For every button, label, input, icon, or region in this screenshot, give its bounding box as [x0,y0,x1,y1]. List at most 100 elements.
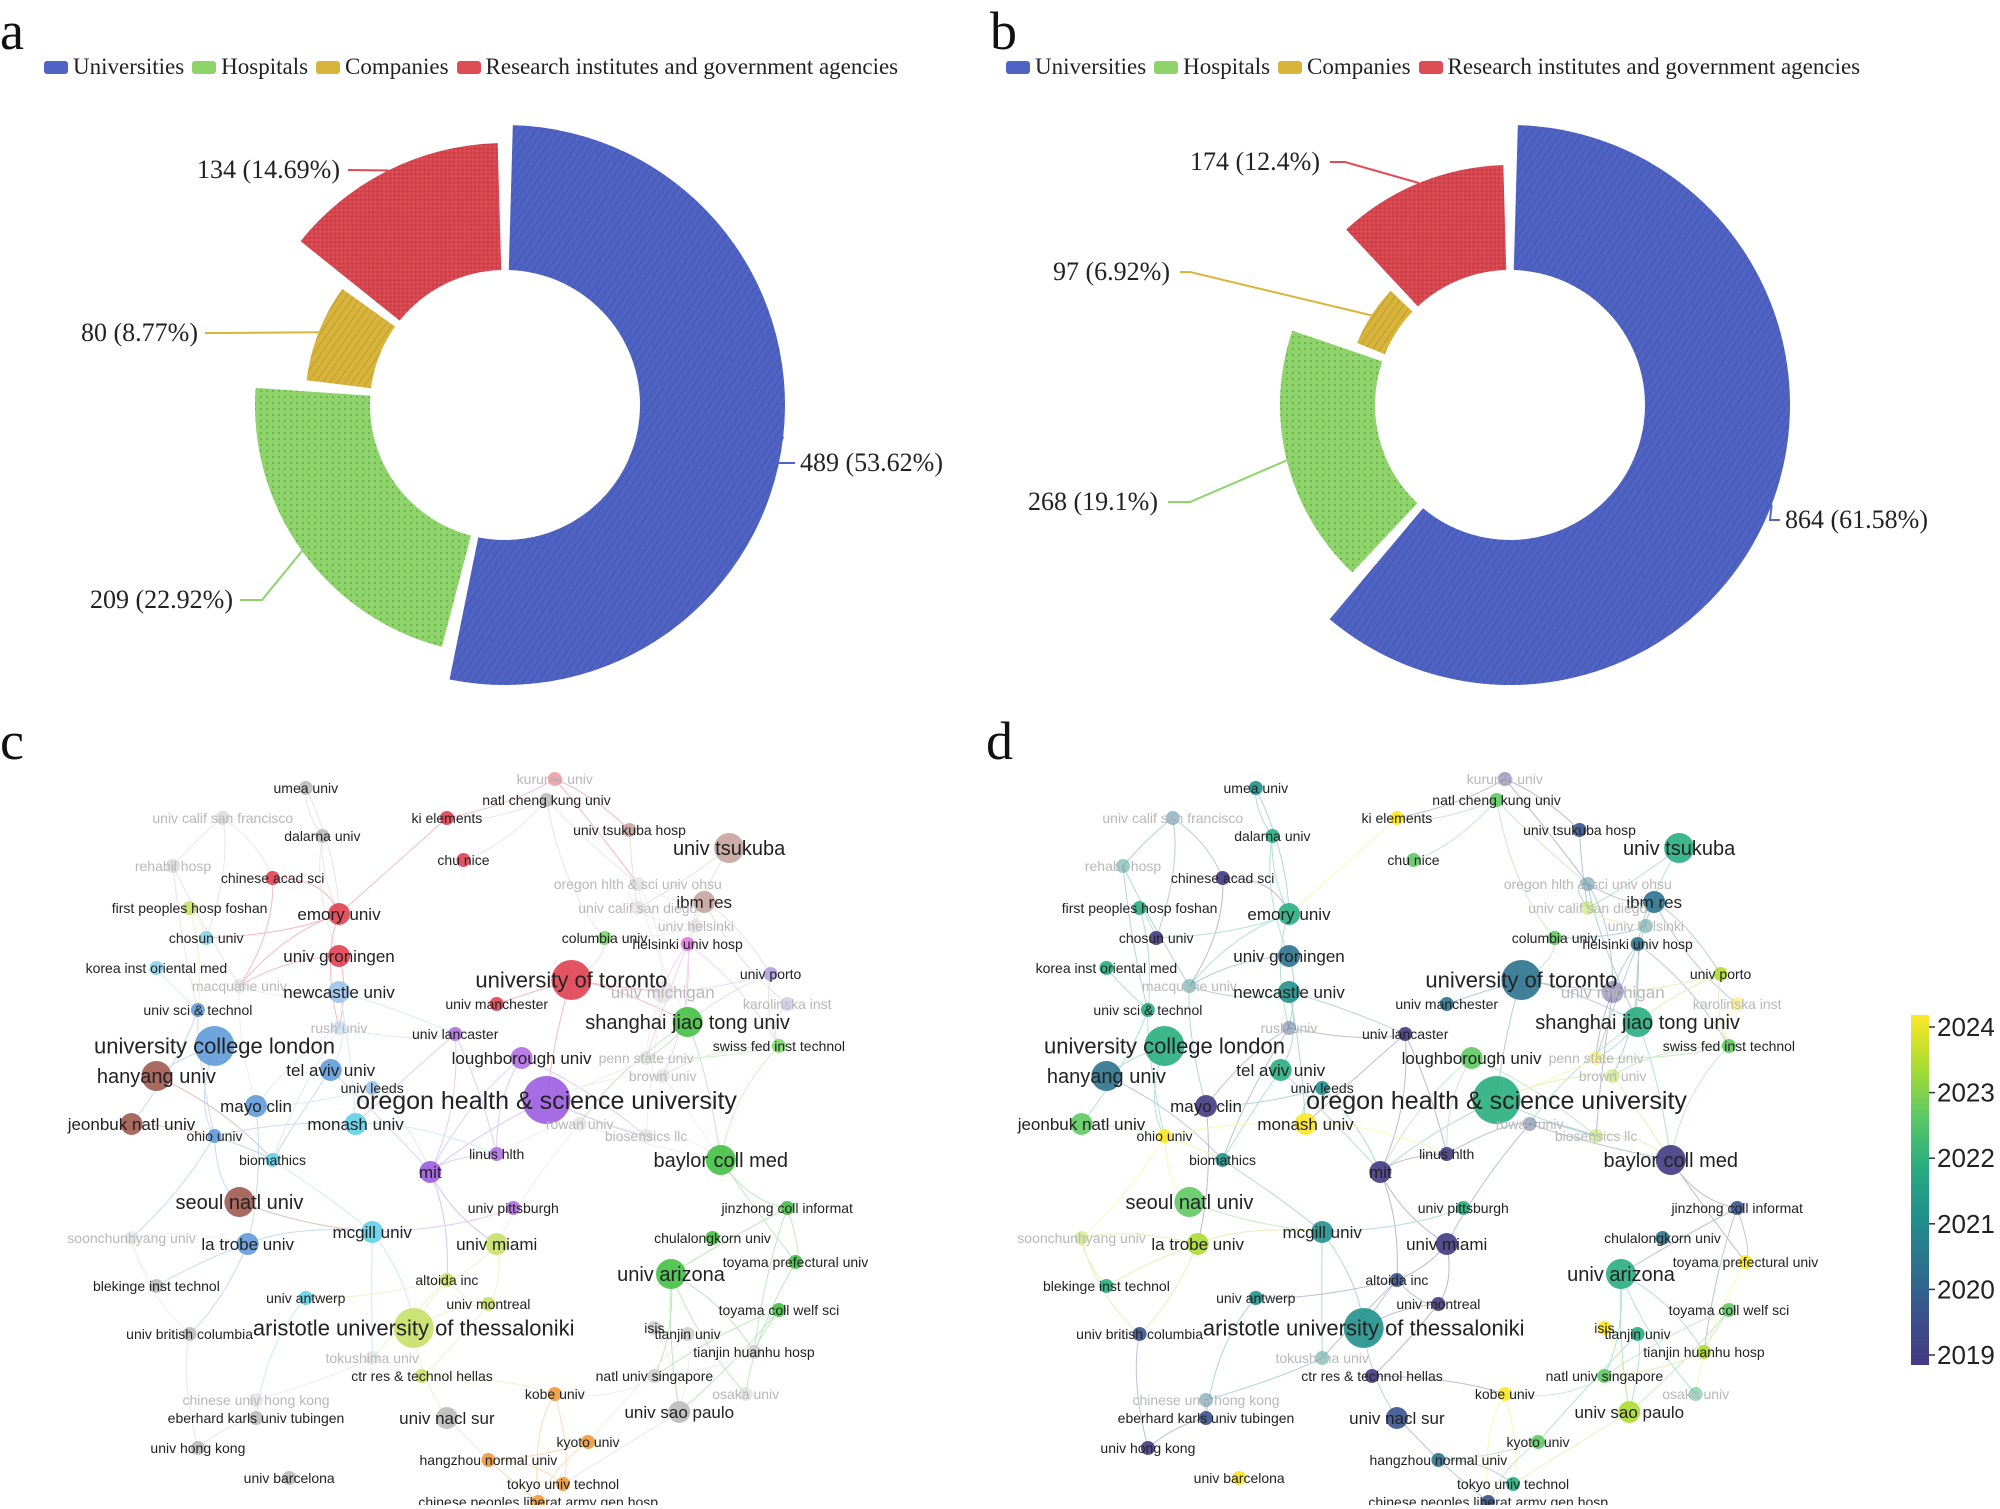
network-edge [1504,1375,1605,1397]
network-edge [745,1261,796,1395]
network-node [1431,1453,1446,1467]
network-edge [1595,991,1614,1059]
node-label: tianjin huanhu hosp [693,1344,815,1360]
node-label: univ british columbia [1076,1326,1203,1342]
network-edge [662,1045,779,1077]
network-edge [1595,991,1614,1137]
node-label: rush univ [1261,1020,1318,1036]
network-edge [1413,799,1497,861]
node-label: umea univ [1224,780,1289,796]
network-edge [239,913,340,987]
node-label: univ porto [1690,966,1752,982]
slice-value-label: 174 (12.4%) [1190,147,1320,176]
network-node [547,772,562,786]
network-node [1497,1387,1512,1401]
node-label: biosensics llc [1555,1128,1637,1144]
node-label: university college london [94,1034,335,1059]
network-node [1149,931,1164,945]
network-edge [446,778,556,819]
leader-line [1768,504,1780,521]
network-node [647,1369,662,1383]
network-edge [670,1273,747,1395]
network-node [190,1003,205,1017]
network-edge [687,943,780,1047]
network-edge [1156,913,1290,939]
network-node [265,871,280,885]
network-node [1643,891,1666,913]
network-edge [239,955,340,987]
slice-value-label: 97 (6.92%) [1053,257,1170,286]
colorbar-tick-label: 2023 [1937,1078,1995,1108]
network-edge [1280,1069,1381,1173]
node-label: brown univ [1579,1068,1647,1084]
leader-line [240,550,303,601]
network-edge [1496,799,1589,885]
network-node [1721,1303,1736,1317]
node-label: chinese acad sci [1171,870,1275,886]
network-edge [1587,883,1614,993]
legend-item-companies: Companies [1278,54,1411,80]
node-label: dalarna univ [284,828,360,844]
network-edge [321,835,340,915]
node-label: tianjin univ [1605,1326,1671,1342]
node-label: univ lancaster [412,1026,499,1042]
network-node [656,1259,686,1289]
node-label: isis [644,1320,664,1336]
node-label: univ antwerp [266,1290,346,1306]
network-edge [1305,1123,1447,1155]
node-label: rowan univ [1496,1116,1564,1132]
network-edge [319,835,340,957]
node-label: tel aviv univ [286,1061,375,1080]
node-label: seoul natl univ [1125,1192,1253,1214]
node-label: first peoples hosp foshan [112,900,268,916]
node-label: univ groningen [283,947,395,966]
network-node [1140,1441,1155,1455]
network-node [415,1369,429,1383]
node-label: chu nice [1387,852,1439,868]
network-edge [1438,1441,1539,1461]
network-node [1721,1039,1736,1053]
node-label: university college london [1044,1034,1285,1059]
network-edge [1189,913,1290,987]
node-label: monash univ [1257,1115,1354,1134]
network-node [1294,1113,1317,1135]
node-label: chulalongkorn univ [654,1230,771,1246]
network-node [680,937,695,951]
network-edge [1512,1411,1630,1485]
node-label: loughborough univ [452,1049,592,1068]
node-label: tianjin univ [655,1326,721,1342]
network-edge [1703,1207,1738,1353]
network-edge [1205,1087,1323,1107]
node-label: macquarie univ [192,978,287,994]
node-label: toyama coll welf sci [719,1302,840,1318]
network-edge [546,799,639,885]
node-label: umea univ [274,780,339,796]
legend-swatch [316,60,341,74]
network-node [630,877,645,891]
network-node [1531,1435,1545,1449]
node-label: ki elements [1361,810,1432,826]
network-node [680,1327,695,1341]
node-label: ibm res [676,893,732,912]
node-label: korea inst oriental med [1036,960,1178,976]
network-edge [1155,817,1176,939]
network-node [439,811,454,825]
legend-label: Hospitals [221,54,309,79]
colorbar-tick-label: 2019 [1937,1340,1995,1370]
network-node [1144,1026,1185,1066]
network-node [435,1407,458,1429]
network-edge [247,1105,259,1245]
colorbar-tick-label: 2021 [1937,1209,1995,1239]
network-node [572,1117,587,1131]
network-edge [1189,955,1290,987]
network-edge [372,1207,514,1233]
node-label: natl univ singapore [596,1368,714,1384]
network-edge [1554,925,1647,939]
node-label: univ calif san francisco [152,810,293,826]
donut-slice-hospitals [1280,330,1418,573]
network-node [1501,960,1542,1000]
network-node [639,1051,654,1065]
network-edge [1172,817,1224,879]
network-edge [305,1279,448,1299]
network-node [1099,1279,1114,1293]
